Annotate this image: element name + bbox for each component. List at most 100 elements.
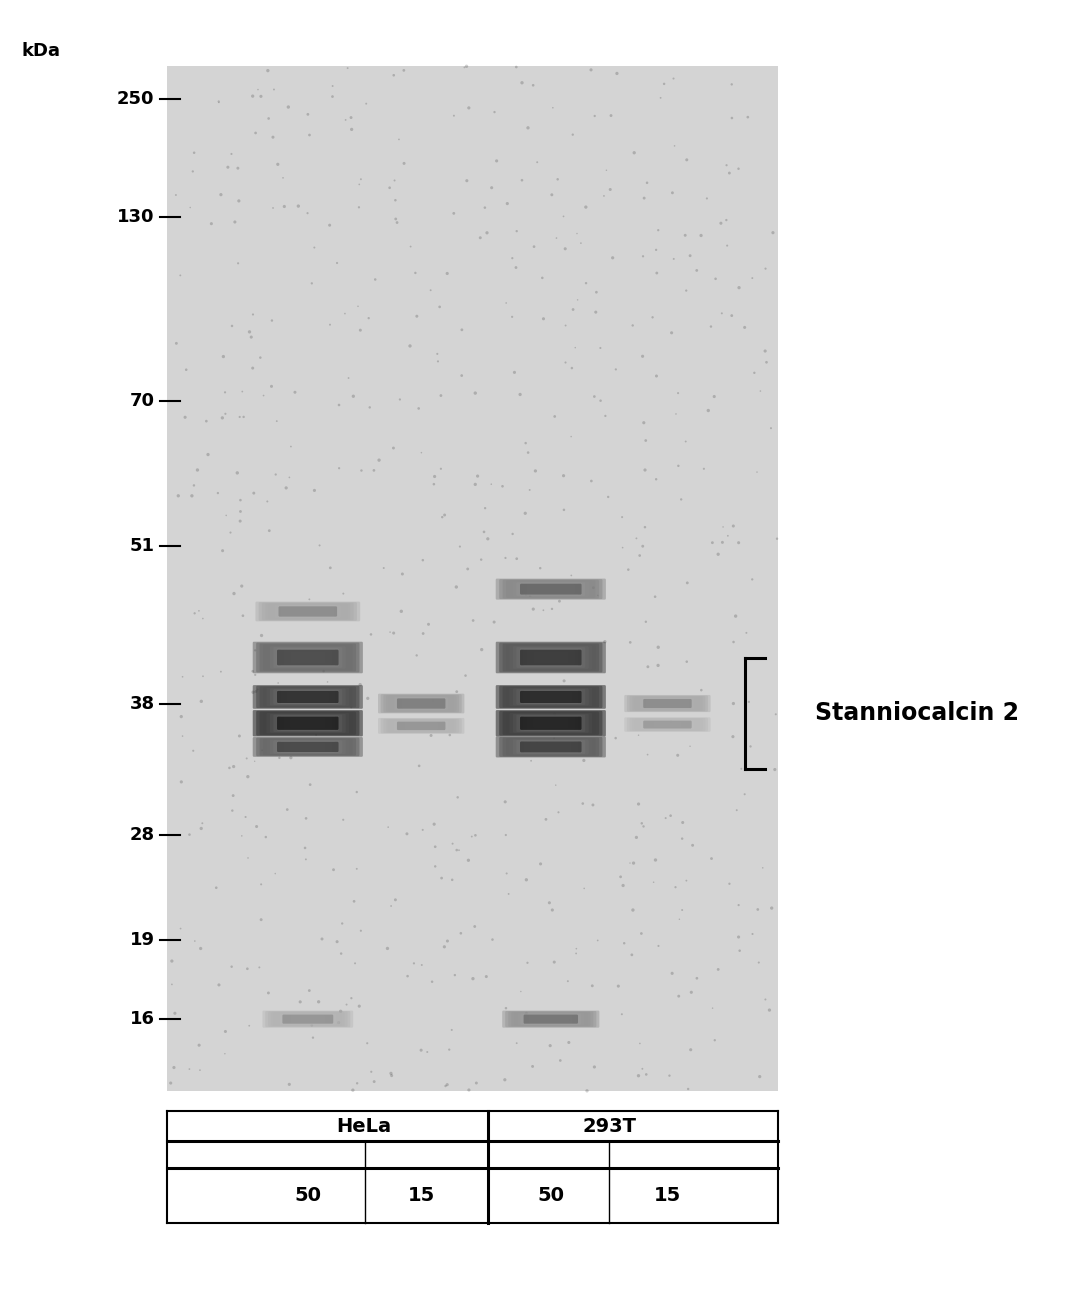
Point <box>297 807 314 828</box>
Point <box>348 781 365 802</box>
FancyBboxPatch shape <box>523 650 579 665</box>
Point <box>473 639 490 660</box>
Point <box>635 815 652 836</box>
Point <box>676 225 693 246</box>
Point <box>730 894 747 915</box>
Point <box>543 899 561 920</box>
FancyBboxPatch shape <box>279 606 337 617</box>
Point <box>260 982 278 1003</box>
Point <box>725 515 742 537</box>
Point <box>216 1043 233 1064</box>
Point <box>472 227 489 249</box>
Point <box>328 252 346 274</box>
FancyBboxPatch shape <box>267 713 349 734</box>
Point <box>335 809 352 830</box>
Point <box>426 814 443 835</box>
Point <box>631 1034 648 1055</box>
Point <box>448 576 465 597</box>
FancyBboxPatch shape <box>507 644 595 671</box>
FancyBboxPatch shape <box>253 710 363 736</box>
FancyBboxPatch shape <box>530 692 571 702</box>
Point <box>203 213 220 234</box>
Point <box>445 105 462 126</box>
Point <box>253 909 270 930</box>
Point <box>649 636 666 658</box>
Point <box>224 800 241 821</box>
Point <box>483 473 500 494</box>
Point <box>585 387 603 408</box>
Point <box>494 476 511 497</box>
Point <box>219 156 237 178</box>
Point <box>300 980 318 1001</box>
Point <box>724 305 741 326</box>
Point <box>299 203 316 224</box>
Text: 15: 15 <box>407 1186 435 1205</box>
Point <box>351 174 368 195</box>
Point <box>350 197 367 218</box>
FancyBboxPatch shape <box>502 711 599 735</box>
Point <box>613 537 631 558</box>
Point <box>525 598 542 619</box>
Point <box>467 825 484 846</box>
Point <box>604 247 621 268</box>
Point <box>448 839 465 860</box>
Point <box>193 813 211 834</box>
Point <box>713 302 730 323</box>
Point <box>521 480 538 501</box>
Point <box>357 93 375 114</box>
FancyBboxPatch shape <box>391 721 451 731</box>
Text: kDa: kDa <box>22 42 60 60</box>
Point <box>704 533 721 554</box>
Point <box>313 928 330 949</box>
Point <box>531 558 549 579</box>
Point <box>253 85 270 107</box>
Point <box>460 849 477 871</box>
FancyBboxPatch shape <box>292 608 324 615</box>
Point <box>751 1066 768 1088</box>
Point <box>557 352 575 373</box>
FancyBboxPatch shape <box>259 686 356 707</box>
Point <box>714 531 731 552</box>
Point <box>588 301 605 322</box>
FancyBboxPatch shape <box>513 739 589 755</box>
FancyBboxPatch shape <box>534 652 568 663</box>
Point <box>200 444 217 466</box>
FancyBboxPatch shape <box>527 650 575 665</box>
Point <box>568 938 585 959</box>
Point <box>739 107 756 128</box>
Point <box>184 485 201 506</box>
Point <box>423 972 441 993</box>
Point <box>671 909 688 930</box>
Point <box>610 976 627 997</box>
Point <box>253 625 270 646</box>
Point <box>552 1049 569 1070</box>
Point <box>758 351 775 372</box>
FancyBboxPatch shape <box>510 646 592 669</box>
Point <box>247 122 265 143</box>
FancyBboxPatch shape <box>513 689 589 705</box>
Point <box>667 404 685 425</box>
Point <box>429 343 446 364</box>
Point <box>246 751 264 772</box>
FancyBboxPatch shape <box>389 696 454 711</box>
Point <box>608 63 625 84</box>
Point <box>186 142 203 163</box>
FancyBboxPatch shape <box>523 584 579 594</box>
FancyBboxPatch shape <box>378 718 464 734</box>
Point <box>725 631 742 652</box>
Point <box>221 522 239 543</box>
Point <box>436 505 454 526</box>
FancyBboxPatch shape <box>509 1011 593 1027</box>
Text: 50: 50 <box>538 1186 564 1205</box>
FancyBboxPatch shape <box>280 717 336 730</box>
FancyBboxPatch shape <box>276 715 339 731</box>
Point <box>190 1035 207 1056</box>
Point <box>264 310 281 331</box>
FancyBboxPatch shape <box>269 604 347 619</box>
Point <box>707 268 725 289</box>
Point <box>172 264 189 285</box>
Point <box>441 725 458 746</box>
Point <box>231 406 248 427</box>
Point <box>592 338 609 359</box>
Point <box>688 260 705 281</box>
